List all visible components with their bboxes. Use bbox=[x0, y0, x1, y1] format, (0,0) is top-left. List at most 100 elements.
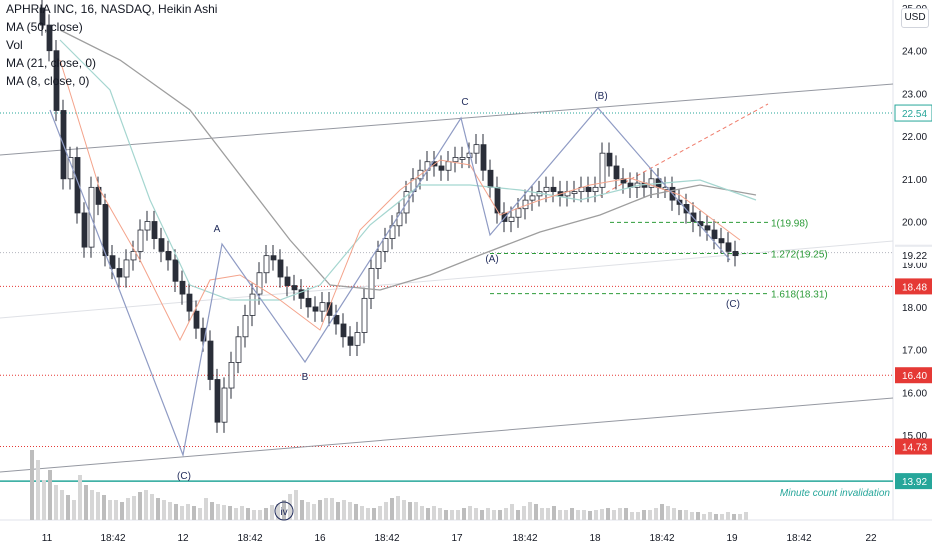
volume-bar bbox=[672, 508, 676, 520]
volume-bar bbox=[348, 502, 352, 520]
ma50-line bbox=[59, 29, 757, 291]
candle-up bbox=[256, 272, 263, 295]
volume-bar bbox=[678, 510, 682, 520]
volume-bar bbox=[210, 502, 214, 520]
volume-bar bbox=[408, 502, 412, 520]
candle-up bbox=[599, 152, 606, 188]
volume-bar bbox=[738, 514, 742, 520]
x-tick-label: 16 bbox=[314, 533, 326, 544]
candle-up bbox=[249, 293, 256, 316]
x-tick-label: 12 bbox=[177, 533, 189, 544]
x-tick-label: 18:42 bbox=[786, 533, 811, 544]
volume-bar bbox=[462, 508, 466, 520]
volume-bar bbox=[180, 506, 184, 520]
wave-label: C bbox=[461, 97, 468, 108]
volume-bar bbox=[612, 510, 616, 520]
volume-bar bbox=[648, 510, 652, 520]
volume-bar bbox=[222, 505, 226, 520]
y-tick-label: 22.00 bbox=[902, 132, 927, 143]
candle-up bbox=[452, 157, 459, 163]
fib-level-label: 1(19.98) bbox=[771, 218, 808, 229]
y-tick-label: 18.00 bbox=[902, 303, 927, 314]
volume-bar bbox=[72, 500, 76, 520]
price-label-box bbox=[895, 438, 932, 455]
y-tick-label: 20.00 bbox=[902, 218, 927, 229]
volume-bar bbox=[492, 510, 496, 520]
volume-bar bbox=[60, 490, 64, 520]
volume-bar bbox=[312, 504, 316, 520]
volume-bar bbox=[690, 512, 694, 520]
price-label-box bbox=[895, 278, 932, 295]
volume-bar bbox=[684, 510, 688, 520]
volume-bar bbox=[246, 508, 250, 520]
volume-bar bbox=[42, 480, 46, 520]
volume-bar bbox=[174, 504, 178, 520]
volume-bar bbox=[564, 510, 568, 520]
candle-down bbox=[109, 255, 116, 269]
volume-bar bbox=[198, 508, 202, 520]
volume-bar bbox=[264, 508, 268, 520]
volume-bar bbox=[294, 490, 298, 520]
volume-bar bbox=[36, 460, 40, 520]
volume-bar bbox=[432, 506, 436, 520]
volume-bar bbox=[582, 510, 586, 520]
volume-bar bbox=[390, 498, 394, 520]
volume-bar bbox=[234, 508, 238, 520]
x-tick-label: 19 bbox=[726, 533, 738, 544]
volume-bar bbox=[54, 485, 58, 520]
candle-down bbox=[116, 268, 123, 278]
legend-title: APHRIA INC, 16, NASDAQ, Heikin Ashi bbox=[6, 2, 218, 16]
candle-up bbox=[361, 297, 368, 333]
price-label-text: 13.92 bbox=[902, 477, 927, 488]
candle-down bbox=[480, 144, 487, 171]
legend-ma8[interactable]: MA (8, close, 0) bbox=[6, 74, 90, 88]
candle-down bbox=[326, 302, 333, 316]
legend-ma50[interactable]: MA (50, close) bbox=[6, 20, 83, 34]
y-tick-label: 16.00 bbox=[902, 388, 927, 399]
candle-up bbox=[123, 259, 130, 278]
candle-down bbox=[305, 297, 312, 308]
price-label-text: 19.22 bbox=[902, 251, 927, 262]
volume-bar bbox=[192, 506, 196, 520]
candle-down bbox=[683, 204, 690, 214]
volume-bar bbox=[258, 510, 262, 520]
volume-bar bbox=[132, 496, 136, 520]
currency-button[interactable]: USD bbox=[901, 8, 929, 28]
chart-legend: APHRIA INC, 16, NASDAQ, Heikin Ashi MA (… bbox=[6, 0, 217, 90]
volume-bar bbox=[366, 508, 370, 520]
volume-bar bbox=[48, 470, 52, 520]
volume-bar bbox=[102, 495, 106, 520]
volume-bar bbox=[354, 504, 358, 520]
volume-bar bbox=[522, 506, 526, 520]
price-label-text: 14.73 bbox=[902, 443, 927, 454]
volume-bar bbox=[426, 508, 430, 520]
candle-down bbox=[585, 186, 592, 193]
volume-bar bbox=[336, 502, 340, 520]
volume-bar bbox=[510, 504, 514, 520]
candle-down bbox=[46, 24, 53, 52]
volume-bar bbox=[474, 508, 478, 520]
candle-down bbox=[711, 229, 718, 239]
x-tick-label: 22 bbox=[865, 533, 877, 544]
candle-down bbox=[186, 293, 193, 312]
elliott-wave-line bbox=[49, 107, 731, 458]
price-label-text: 22.54 bbox=[902, 109, 927, 120]
candle-up bbox=[382, 238, 389, 252]
volume-bar bbox=[660, 504, 664, 520]
wave-label: (C) bbox=[177, 471, 191, 482]
y-tick-label: 21.00 bbox=[902, 175, 927, 186]
volume-bar bbox=[594, 510, 598, 520]
ma21-line bbox=[59, 39, 757, 301]
volume-bar bbox=[546, 508, 550, 520]
volume-bar bbox=[90, 490, 94, 520]
candle-down bbox=[347, 336, 354, 346]
candle-up bbox=[508, 216, 515, 222]
legend-ma21[interactable]: MA (21, close, 0) bbox=[6, 56, 97, 70]
candle-up bbox=[459, 157, 466, 160]
legend-vol[interactable]: Vol bbox=[6, 38, 23, 52]
volume-bar bbox=[240, 506, 244, 520]
volume-bar bbox=[216, 504, 220, 520]
candle-down bbox=[95, 186, 102, 205]
price-label-text: 18.48 bbox=[902, 282, 927, 293]
